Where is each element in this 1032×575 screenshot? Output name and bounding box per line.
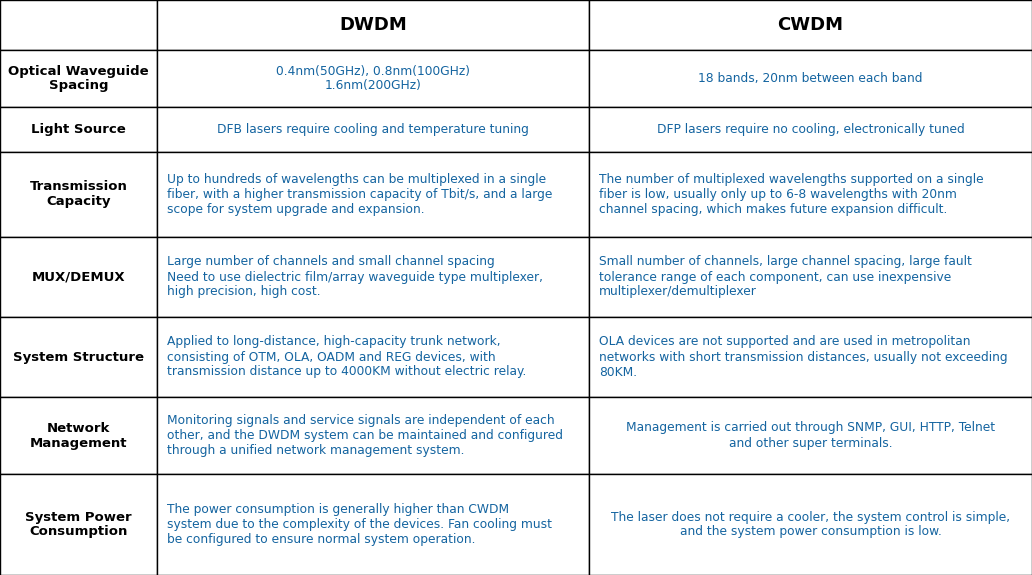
Bar: [157, 0, 589, 50]
Bar: [157, 317, 589, 397]
Bar: [157, 474, 589, 575]
Bar: [589, 0, 1032, 50]
Text: The laser does not require a cooler, the system control is simple,
and the syste: The laser does not require a cooler, the…: [611, 511, 1010, 539]
Text: Management is carried out through SNMP, GUI, HTTP, Telnet
and other super termin: Management is carried out through SNMP, …: [626, 421, 995, 450]
Bar: [589, 107, 1032, 152]
Text: System Structure: System Structure: [13, 351, 144, 363]
Text: The power consumption is generally higher than CWDM
system due to the complexity: The power consumption is generally highe…: [167, 503, 552, 546]
Text: Small number of channels, large channel spacing, large fault
tolerance range of : Small number of channels, large channel …: [599, 255, 972, 298]
Bar: [589, 237, 1032, 317]
Text: The number of multiplexed wavelengths supported on a single
fiber is low, usuall: The number of multiplexed wavelengths su…: [599, 173, 983, 216]
Bar: [0, 237, 157, 317]
Text: System Power
Consumption: System Power Consumption: [25, 511, 132, 539]
Bar: [0, 474, 157, 575]
Text: 0.4nm(50GHz), 0.8nm(100GHz)
1.6nm(200GHz): 0.4nm(50GHz), 0.8nm(100GHz) 1.6nm(200GHz…: [276, 64, 470, 93]
Bar: [0, 397, 157, 474]
Text: DFB lasers require cooling and temperature tuning: DFB lasers require cooling and temperatu…: [217, 123, 529, 136]
Text: Network
Management: Network Management: [30, 421, 127, 450]
Bar: [589, 50, 1032, 107]
Bar: [157, 152, 589, 237]
Bar: [0, 317, 157, 397]
Text: Transmission
Capacity: Transmission Capacity: [30, 181, 127, 209]
Text: Monitoring signals and service signals are independent of each
other, and the DW: Monitoring signals and service signals a…: [167, 414, 563, 457]
Text: OLA devices are not supported and are used in metropolitan
networks with short t: OLA devices are not supported and are us…: [599, 335, 1007, 378]
Bar: [157, 107, 589, 152]
Bar: [0, 50, 157, 107]
Bar: [0, 107, 157, 152]
Text: DFP lasers require no cooling, electronically tuned: DFP lasers require no cooling, electroni…: [656, 123, 964, 136]
Text: CWDM: CWDM: [777, 16, 843, 34]
Bar: [0, 0, 157, 50]
Bar: [589, 317, 1032, 397]
Bar: [589, 152, 1032, 237]
Bar: [157, 237, 589, 317]
Text: MUX/DEMUX: MUX/DEMUX: [32, 270, 125, 283]
Text: DWDM: DWDM: [340, 16, 407, 34]
Text: Light Source: Light Source: [31, 123, 126, 136]
Bar: [589, 397, 1032, 474]
Text: 18 bands, 20nm between each band: 18 bands, 20nm between each band: [699, 72, 923, 85]
Bar: [0, 152, 157, 237]
Text: Large number of channels and small channel spacing
Need to use dielectric film/a: Large number of channels and small chann…: [167, 255, 543, 298]
Text: Optical Waveguide
Spacing: Optical Waveguide Spacing: [8, 64, 149, 93]
Bar: [157, 397, 589, 474]
Bar: [157, 50, 589, 107]
Bar: [589, 474, 1032, 575]
Text: Up to hundreds of wavelengths can be multiplexed in a single
fiber, with a highe: Up to hundreds of wavelengths can be mul…: [167, 173, 552, 216]
Text: Applied to long-distance, high-capacity trunk network,
consisting of OTM, OLA, O: Applied to long-distance, high-capacity …: [167, 335, 526, 378]
